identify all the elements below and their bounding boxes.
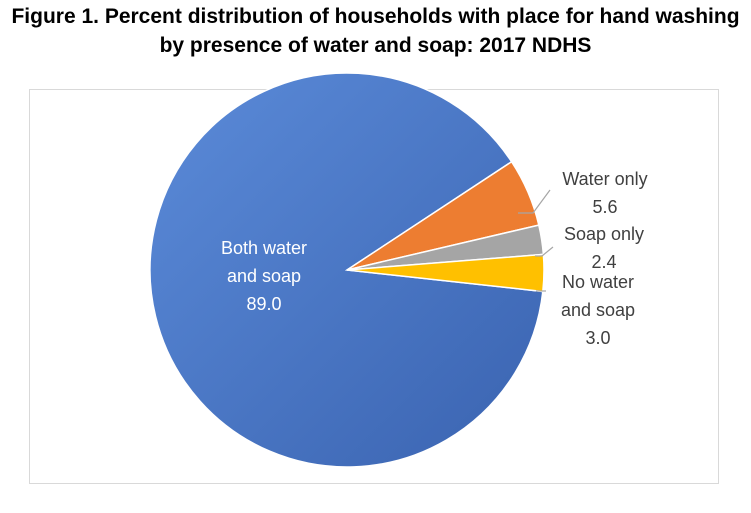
chart-title: Figure 1. Percent distribution of househ… [0,2,751,60]
data-label-both-water-and-soap: Both water and soap 89.0 [221,238,307,314]
pie-leader-lines [518,189,554,292]
data-label-category: No water [562,272,634,292]
pie-slice-both-water-and-soap [149,72,544,468]
data-label-value: 5.6 [592,197,617,217]
chart-title-line-2: by presence of water and soap: 2017 NDHS [159,34,592,57]
leader-line-water-only [518,189,551,214]
data-label-value: 89.0 [246,294,281,314]
pie-data-labels: Both water and soap 89.0 Water only 5.6 Soap … [221,169,648,348]
data-label-category: Both water [221,238,307,258]
data-label-soap-only: Soap only 2.4 [564,224,644,272]
chart-title-line-1: Figure 1. Percent distribution of househ… [11,5,740,28]
data-label-value: 2.4 [591,252,616,272]
data-label-category: Soap only [564,224,644,244]
leader-line-soap-only [535,246,554,257]
data-label-category: and soap [561,300,635,320]
data-label-category: and soap [227,266,301,286]
data-label-value: 3.0 [585,328,610,348]
data-label-no-water-and-soap: No water and soap 3.0 [561,272,635,348]
pie-slices [149,72,545,468]
data-label-water-only: Water only 5.6 [562,169,647,217]
data-label-category: Water only [562,169,647,189]
